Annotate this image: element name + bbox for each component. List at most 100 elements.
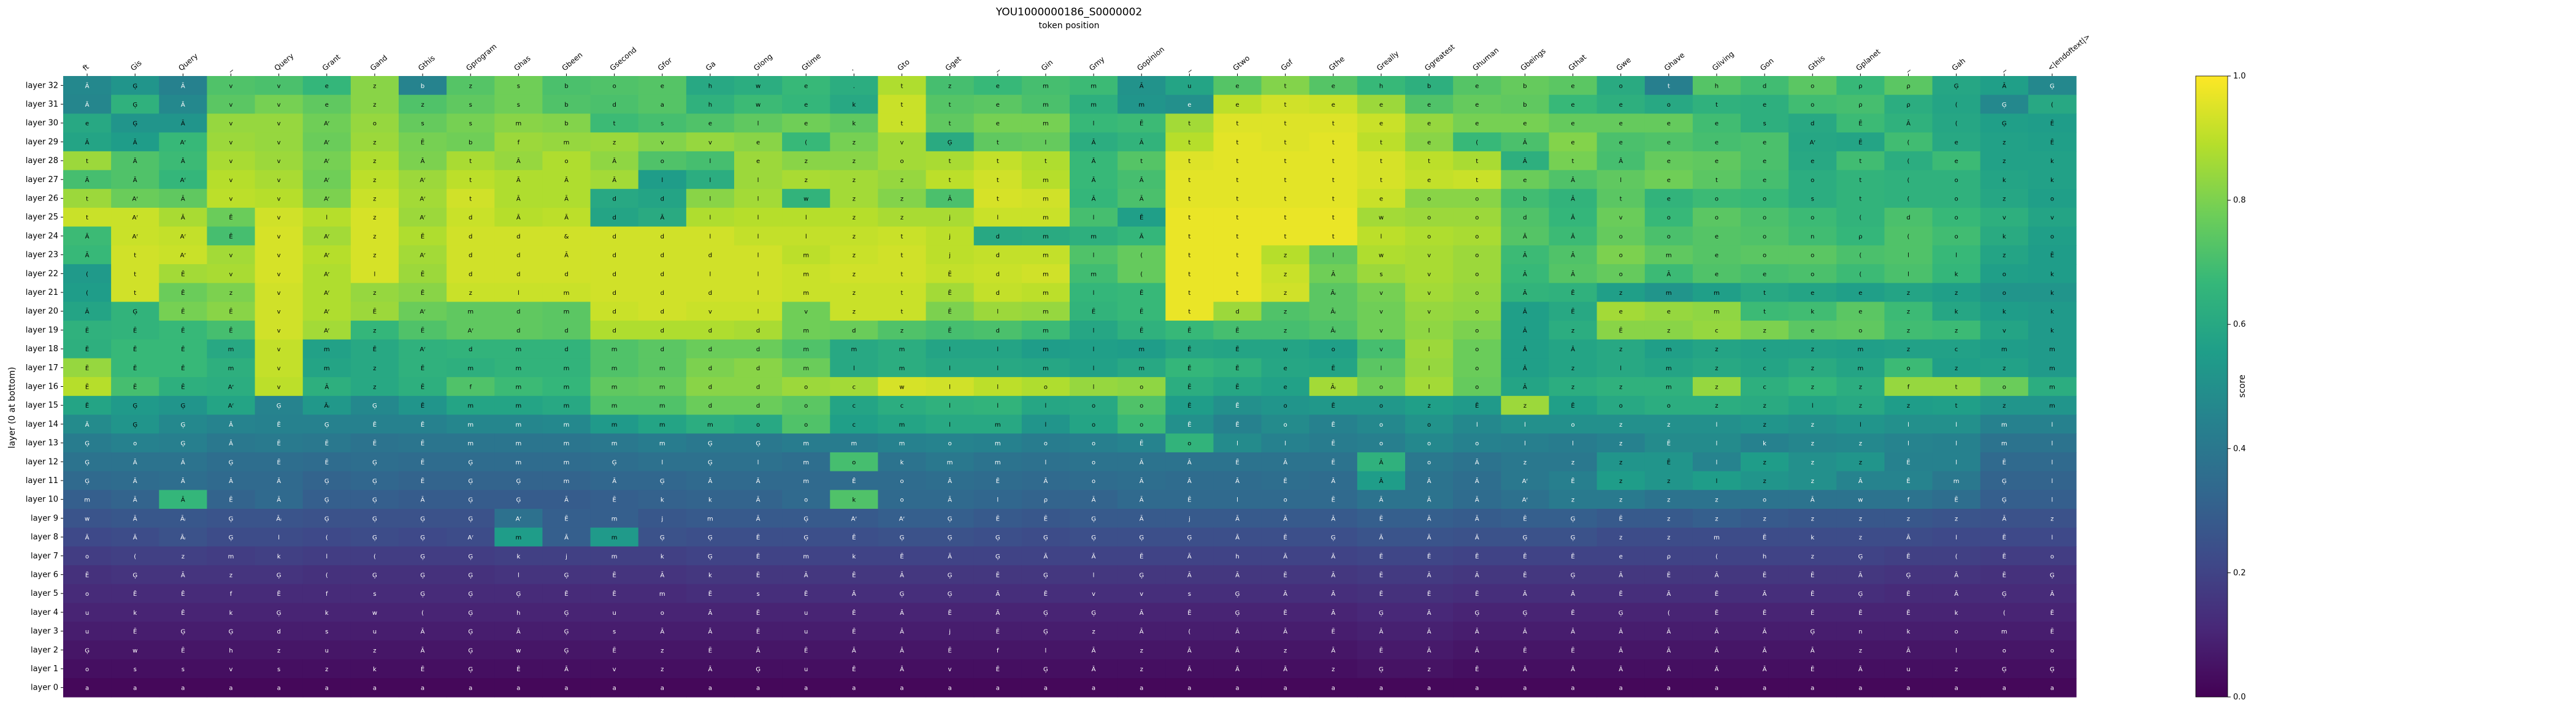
heatmap-cell <box>399 132 447 152</box>
heatmap-cell <box>1453 113 1501 133</box>
heatmap-cell <box>1405 321 1454 340</box>
heatmap-cell <box>782 170 830 189</box>
heatmap-cell <box>350 283 399 302</box>
heatmap-cell-label: Ā <box>1666 665 1671 673</box>
heatmap-cell <box>447 113 495 133</box>
heatmap-cell <box>782 245 830 265</box>
heatmap-cell-label: t <box>469 196 472 203</box>
heatmap-cell-label: d <box>612 271 616 278</box>
heatmap-cell <box>1070 302 1118 321</box>
heatmap-cell-label: s <box>182 666 185 673</box>
heatmap-cell-label: Ē <box>85 345 89 353</box>
heatmap-cell <box>782 264 830 284</box>
heatmap-cell-label: z <box>1619 422 1622 428</box>
heatmap-cell-label: Ē <box>852 533 856 541</box>
heatmap-cell-label: m <box>1043 196 1049 203</box>
heatmap-cell-label: ρ <box>1858 102 1862 108</box>
heatmap-cell-label: t <box>1188 309 1190 316</box>
heatmap-cell-label: z <box>805 158 808 165</box>
heatmap-cell-label: z <box>1763 422 1766 428</box>
heatmap-cell-label: Ģ <box>180 441 185 447</box>
heatmap-cell-label: Ā <box>1475 646 1479 654</box>
heatmap-cell-label: t <box>997 139 999 146</box>
heatmap-cell <box>734 321 783 340</box>
heatmap-cell-label: u <box>612 610 616 617</box>
heatmap-cell-label: z <box>853 158 856 165</box>
heatmap-cell-label: Aʳ <box>324 271 330 278</box>
heatmap-cell-label: z <box>853 271 856 278</box>
heatmap-cell-label: m <box>515 384 521 391</box>
heatmap-cell <box>1357 226 1406 246</box>
heatmap-cell-label: z <box>1284 309 1287 316</box>
heatmap-cell-label: h <box>708 102 712 108</box>
heatmap-cell <box>302 76 351 96</box>
heatmap-cell-label: Ā <box>421 646 425 654</box>
heatmap-cell-label: z <box>900 215 903 221</box>
heatmap-cell-label: k <box>852 554 856 560</box>
heatmap-cell-label: d <box>756 384 760 391</box>
heatmap-cell <box>1549 414 1598 434</box>
heatmap-cell <box>1836 264 1885 284</box>
heatmap-cell-label: l <box>805 215 807 221</box>
heatmap-cell-label: Ģ <box>85 647 90 654</box>
heatmap-cell-label: a <box>2050 685 2054 692</box>
heatmap-cell <box>255 339 304 359</box>
heatmap-cell <box>1309 395 1358 416</box>
heatmap-cell <box>63 414 112 434</box>
heatmap-cell-label: t <box>997 158 999 165</box>
heatmap-cell-label: Ā <box>900 571 904 579</box>
heatmap-cell-label: t <box>1188 196 1190 203</box>
heatmap-cell-label: m <box>2049 346 2055 353</box>
heatmap-cell <box>686 226 735 246</box>
heatmap-cell <box>1549 358 1598 378</box>
heatmap-cell-label: v <box>277 139 281 146</box>
heatmap-cell-label: Ē <box>181 590 185 598</box>
heatmap-cell <box>63 395 112 416</box>
heatmap-cell <box>2028 264 2077 284</box>
heatmap-cell-label: Ā <box>229 440 233 447</box>
heatmap-cell-label: z <box>1715 365 1718 372</box>
heatmap-cell <box>1405 151 1454 171</box>
heatmap-cell-label: o <box>1667 215 1671 221</box>
heatmap-cell <box>1117 339 1166 359</box>
heatmap-cell <box>686 207 735 227</box>
heatmap-cell-label: l <box>1428 384 1430 391</box>
heatmap-cell-label: e <box>1619 139 1623 146</box>
heatmap-cell <box>878 207 927 227</box>
heatmap-cell <box>638 207 687 227</box>
heatmap-cell-label: m <box>1043 309 1049 316</box>
heatmap-cell-label: Ā <box>1187 571 1192 579</box>
heatmap-cell-label: o <box>1475 384 1479 391</box>
heatmap-cell-label: Ē <box>229 232 232 240</box>
heatmap-cell <box>1357 113 1406 133</box>
heatmap-cell-label: m <box>611 441 618 447</box>
heatmap-cell-label: m <box>2001 629 2007 636</box>
heatmap-cell <box>494 358 543 378</box>
heatmap-cell <box>1213 245 1262 265</box>
heatmap-cell <box>207 245 256 265</box>
heatmap-cell-label: m <box>2001 422 2007 428</box>
heatmap-cell-label: o <box>852 459 856 466</box>
heatmap-cell-label: w <box>803 196 808 203</box>
heatmap-cell-label: o <box>2050 234 2054 240</box>
x-tick-label: Gon <box>1758 56 1776 72</box>
heatmap-cell-label: a <box>1092 685 1095 692</box>
heatmap-cell-label: m <box>1043 83 1049 89</box>
heatmap-cell <box>1453 170 1501 189</box>
heatmap-cell-label: Aʳ <box>180 253 186 259</box>
heatmap-cell-label: Aʳ <box>324 253 330 259</box>
heatmap-cell <box>590 321 639 340</box>
heatmap-cell <box>973 339 1022 359</box>
heatmap-cell-label: v <box>277 196 281 203</box>
heatmap-cell <box>1836 283 1885 302</box>
x-tick-label: Gtime <box>800 51 822 72</box>
heatmap-cell <box>686 245 735 265</box>
heatmap-cell <box>111 358 159 378</box>
heatmap-cell <box>1213 321 1262 340</box>
heatmap-cell-label: Ģ <box>277 572 282 579</box>
heatmap-cell-label: z <box>1859 384 1862 391</box>
heatmap-cell-label: Ģ <box>1522 535 1527 541</box>
heatmap-cell-label: Ā <box>1187 477 1192 485</box>
heatmap-cell-label: o <box>1475 327 1479 334</box>
heatmap-cell <box>1021 189 1070 208</box>
